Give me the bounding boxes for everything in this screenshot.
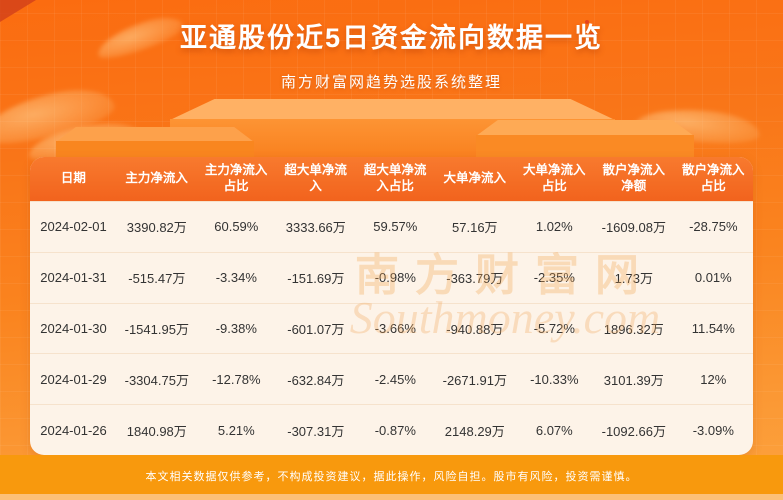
table-cell: -3.66% bbox=[374, 320, 416, 336]
table-cell: 60.59% bbox=[214, 219, 259, 235]
table-cell: -940.88万 bbox=[446, 321, 504, 337]
table-cell: 2024-01-31 bbox=[40, 270, 107, 286]
table-cell: 2024-01-29 bbox=[40, 371, 107, 387]
table-header-row: 日期 主力净流入 主力净流入占比 超大单净流入 超大单净流入占比 大单净流入 大单净流入占比… bbox=[30, 157, 753, 201]
column-header: 散户净流入占比 bbox=[681, 163, 745, 193]
table-row: 2024-01-26 1840.98万 5.21% -307.31万 -0.87% 214… bbox=[30, 404, 753, 455]
table-cell: -307.31万 bbox=[287, 423, 345, 439]
confetti-dot bbox=[590, 33, 594, 37]
table-cell: 3390.82万 bbox=[126, 220, 187, 236]
table-cell: 2024-01-26 bbox=[40, 422, 107, 438]
table-cell: -515.47万 bbox=[128, 271, 186, 287]
table-cell: -3.09% bbox=[692, 422, 734, 438]
column-header: 主力净流入占比 bbox=[204, 163, 268, 193]
page-subtitle: 南方财富网趋势选股系统整理 bbox=[280, 74, 502, 91]
table-cell: 59.57% bbox=[373, 219, 418, 235]
column-header: 超大单净流入占比 bbox=[363, 163, 427, 193]
table-cell: 57.16万 bbox=[452, 220, 498, 236]
table-cell: 2024-02-01 bbox=[40, 219, 107, 235]
table-cell: 1.73万 bbox=[614, 271, 653, 287]
table-cell: -2671.91万 bbox=[442, 372, 507, 388]
table-cell: 6.07% bbox=[535, 422, 573, 438]
table-cell: -2.45% bbox=[374, 371, 416, 387]
table-cell: 1.02% bbox=[535, 219, 573, 235]
table-cell: 2148.29万 bbox=[444, 423, 505, 439]
table-cell: -3.34% bbox=[215, 270, 257, 286]
podium-right-front-face bbox=[476, 135, 694, 161]
footer-band: 本文相关数据仅供参考，不构成投资建议，据此操作，风险自担。股市有风险，投资需谨慎… bbox=[0, 455, 783, 500]
table-row: 2024-01-30 -1541.95万 -9.38% -601.07万 -3.66% -… bbox=[30, 302, 753, 354]
column-header: 超大单净流入 bbox=[284, 163, 347, 193]
table-cell: 1896.32万 bbox=[603, 321, 664, 337]
table-cell: -151.69万 bbox=[287, 271, 345, 287]
column-header: 日期 bbox=[60, 171, 86, 186]
table-cell: -5.72% bbox=[533, 320, 575, 336]
table-cell: 3333.66万 bbox=[285, 220, 346, 236]
disclaimer-text: 本文相关数据仅供参考，不构成投资建议，据此操作，风险自担。股市有风险，投资需谨慎… bbox=[145, 471, 638, 483]
table-cell: 0.01% bbox=[694, 270, 732, 286]
table-cell: 1840.98万 bbox=[126, 423, 187, 439]
table-cell: -10.33% bbox=[530, 371, 579, 387]
table-cell: -1609.08万 bbox=[601, 220, 666, 236]
table-cell: -1541.95万 bbox=[124, 321, 189, 337]
table-row: 2024-01-29 -3304.75万 -12.78% -632.84万 -2.45%… bbox=[30, 353, 753, 404]
podium-center-top-face bbox=[170, 99, 615, 120]
table-cell: 2024-01-30 bbox=[40, 320, 107, 336]
podium-left-top-face bbox=[56, 127, 254, 142]
table-cell: -2.35% bbox=[533, 270, 575, 286]
column-header: 散户净流入净额 bbox=[602, 163, 665, 193]
table-body: 南方财富网 Southmoney.com 2024-02-01 3390.82万 6… bbox=[30, 201, 753, 455]
column-header: 主力净流入 bbox=[125, 171, 188, 186]
table-row: 2024-02-01 3390.82万 60.59% 3333.66万 59.57% 57… bbox=[30, 201, 753, 252]
table-cell: -0.98% bbox=[374, 270, 416, 286]
fund-flow-table: 日期 主力净流入 主力净流入占比 超大单净流入 超大单净流入占比 大单净流入 大单净流入占比… bbox=[30, 157, 753, 455]
podium-right-top-face bbox=[476, 120, 694, 136]
table-cell: 11.54% bbox=[691, 320, 735, 336]
table-cell: -9.38% bbox=[215, 320, 257, 336]
page-title: 亚通股份近5日资金流向数据一览 bbox=[179, 23, 603, 53]
table-cell: -12.78% bbox=[212, 371, 261, 387]
table-cell: -363.79万 bbox=[446, 271, 504, 287]
table-cell: -3304.75万 bbox=[124, 372, 189, 388]
table-cell: -1092.66万 bbox=[601, 423, 666, 439]
confetti-dot bbox=[585, 20, 589, 24]
podium-left-front-face bbox=[56, 141, 254, 161]
table-cell: 12% bbox=[700, 371, 727, 387]
table-row: 2024-01-31 -515.47万 -3.34% -151.69万 -0.98% -3… bbox=[30, 251, 753, 303]
column-header: 大单净流入占比 bbox=[522, 163, 586, 193]
table-cell: -28.75% bbox=[689, 219, 738, 235]
table-cell: -632.84万 bbox=[287, 372, 345, 388]
table-cell: -601.07万 bbox=[287, 321, 345, 337]
table-cell: 3101.39万 bbox=[603, 372, 664, 388]
table-cell: -0.87% bbox=[374, 422, 416, 438]
footer-bottom-strip bbox=[0, 494, 783, 500]
table-cell: 5.21% bbox=[217, 422, 255, 438]
column-header: 大单净流入 bbox=[443, 171, 506, 186]
